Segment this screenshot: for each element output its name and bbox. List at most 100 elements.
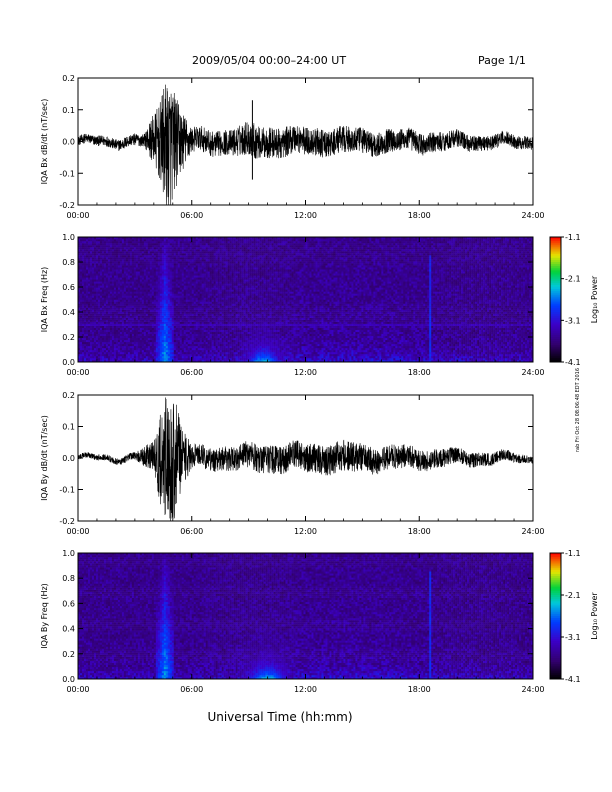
spectrogram-cell [130,348,132,350]
spectrogram-cell [114,348,116,350]
spectrogram-cell [88,342,90,344]
spectrogram-cell [208,312,210,314]
spectrogram-cell [114,249,116,251]
spectrogram-cell [118,340,120,342]
spectrogram-cell [200,245,202,247]
spectrogram-cell [132,279,134,281]
spectrogram-cell [110,308,112,310]
spectrogram-cell [180,346,182,348]
spectrogram-cell [170,297,172,299]
spectrogram-cell [158,318,160,320]
spectrogram-cell [130,328,132,330]
spectrogram-cell [126,300,128,302]
spectrogram-cell [220,336,222,338]
spectrogram-cell [134,350,136,352]
spectrogram-cell [92,289,94,291]
spectrogram-cell [206,289,208,291]
spectrogram-cell [162,271,164,273]
spectrogram-cell [142,297,144,299]
spectrogram-cell [222,350,224,352]
spectrogram-cell [148,328,150,330]
spectrogram-cell [90,277,92,279]
spectrogram-cell [202,291,204,293]
spectrogram-cell [154,275,156,277]
spectrogram-cell [192,328,194,330]
spectrogram-cell [236,330,238,332]
spectrogram-cell [200,324,202,326]
spectrogram-cell [108,352,110,354]
spectrogram-cell [196,247,198,249]
spectrogram-cell [172,279,174,281]
spectrogram-cell [154,267,156,269]
spectrogram-cell [192,310,194,312]
spectrogram-cell [92,247,94,249]
spectrogram-cell [204,338,206,340]
spectrogram-cell [92,344,94,346]
spectrogram-cell [160,320,162,322]
spectrogram-cell [208,289,210,291]
spectrogram-cell [98,273,100,275]
spectrogram-cell [220,243,222,245]
spectrogram-cell [214,356,216,358]
spectrogram-cell [178,245,180,247]
spectrogram-cell [140,281,142,283]
spectrogram-cell [150,356,152,358]
spectrogram-cell [212,314,214,316]
spectrogram-cell [158,255,160,257]
spectrogram-cell [116,283,118,285]
spectrogram-cell [228,271,230,273]
spectrogram-cell [184,243,186,245]
spectrogram-cell [92,336,94,338]
spectrogram-cell [144,267,146,269]
spectrogram-cell [122,346,124,348]
spectrogram-cell [88,302,90,304]
spectrogram-cell [196,346,198,348]
spectrogram-cell [188,300,190,302]
spectrogram-cell [134,340,136,342]
spectrogram-cell [152,257,154,259]
spectrogram-cell [160,352,162,354]
spectrogram-cell [190,344,192,346]
spectrogram-cell [158,354,160,356]
spectrogram-cell [90,285,92,287]
spectrogram-cell [180,348,182,350]
spectrogram-cell [238,316,240,318]
spectrogram-cell [104,255,106,257]
spectrogram-cell [224,316,226,318]
spectrogram-cell [164,330,166,332]
spectrogram-cell [218,342,220,344]
spectrogram-cell [222,356,224,358]
spectrogram-cell [174,249,176,251]
spectrogram-cell [158,259,160,261]
spectrogram-cell [198,340,200,342]
spectrogram-cell [200,358,202,360]
spectrogram-cell [236,293,238,295]
spectrogram-cell [224,324,226,326]
spectrogram-cell [120,263,122,265]
spectrogram-cell [234,279,236,281]
spectrogram-cell [90,249,92,251]
spectrogram-cell [164,334,166,336]
spectrogram-cell [86,295,88,297]
spectrogram-cell [224,259,226,261]
spectrogram-cell [100,263,102,265]
spectrogram-cell [190,265,192,267]
spectrogram-cell [232,261,234,263]
spectrogram-cell [118,334,120,336]
spectrogram-cell [84,348,86,350]
spectrogram-cell [158,350,160,352]
spectrogram-cell [150,253,152,255]
spectrogram-cell [106,342,108,344]
spectrogram-cell [186,336,188,338]
spectrogram-cell [168,297,170,299]
spectrogram-cell [84,295,86,297]
spectrogram-cell [92,308,94,310]
spectrogram-cell [220,344,222,346]
spectrogram-cell [162,330,164,332]
spectrogram-cell [136,326,138,328]
spectrogram-cell [106,285,108,287]
spectrogram-cell [162,334,164,336]
spectrogram-cell [210,354,212,356]
spectrogram-cell [156,293,158,295]
spectrogram-cell [86,306,88,308]
